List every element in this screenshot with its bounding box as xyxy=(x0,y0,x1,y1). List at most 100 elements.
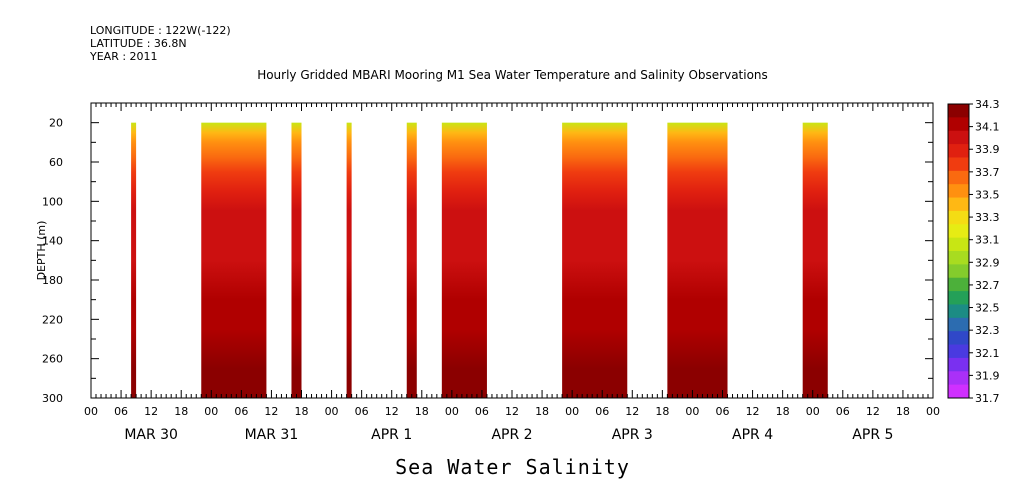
longitude-label: LONGITUDE : 122W(-122) xyxy=(90,24,231,37)
colorbar-swatch xyxy=(948,304,969,319)
y-tick-label: 20 xyxy=(49,117,63,130)
data-block xyxy=(562,122,628,399)
x-tick-label: 00 xyxy=(445,405,459,418)
colorbar-swatch xyxy=(948,277,969,292)
y-tick-label: 260 xyxy=(42,353,63,366)
x-day-label: APR 1 xyxy=(371,427,412,443)
x-tick-label: 06 xyxy=(595,405,609,418)
data-block xyxy=(406,122,417,399)
colorbar-swatch xyxy=(948,170,969,185)
x-tick-label: 12 xyxy=(625,405,639,418)
colorbar-swatch xyxy=(948,144,969,158)
x-tick-label: 18 xyxy=(415,405,429,418)
colorbar-label: 32.7 xyxy=(975,279,1000,292)
colorbar-label: 34.3 xyxy=(975,98,1000,111)
colorbar-swatch xyxy=(948,224,969,239)
x-day-label: MAR 30 xyxy=(124,427,178,443)
chart-title-text: Hourly Gridded MBARI Mooring M1 Sea Wate… xyxy=(257,68,768,82)
data-block xyxy=(291,122,302,399)
x-tick-label: 06 xyxy=(836,405,850,418)
x-tick-label: 12 xyxy=(264,405,278,418)
colorbar-frame xyxy=(947,103,970,399)
colorbar-swatch xyxy=(948,104,969,118)
x-axis-label-text: Sea Water Salinity xyxy=(395,455,630,479)
x-tick-label: 06 xyxy=(475,405,489,418)
x-tick-label: 00 xyxy=(565,405,579,418)
y-axis-label: DEPTH (m) xyxy=(35,221,48,281)
y-tick-label: 100 xyxy=(42,195,63,208)
colorbar-label: 33.9 xyxy=(975,143,1000,156)
x-day-label: MAR 31 xyxy=(245,427,299,443)
x-tick-label: 18 xyxy=(655,405,669,418)
data-block xyxy=(201,122,267,399)
x-tick-label: 18 xyxy=(896,405,910,418)
colorbar-label: 33.1 xyxy=(975,234,1000,247)
x-day-label: APR 5 xyxy=(852,427,893,443)
metadata-block: LONGITUDE : 122W(-122) LATITUDE : 36.8N … xyxy=(90,24,231,63)
colorbar-label: 32.9 xyxy=(975,256,1000,269)
colorbar-swatch xyxy=(948,344,969,359)
colorbar-label: 33.5 xyxy=(975,188,1000,201)
x-tick-label: 00 xyxy=(325,405,339,418)
x-axis: 00 06 12 18 00 06 12 18 00 06 12 18 00 06 12 18 00 06 12 18… xyxy=(84,103,940,443)
x-tick-label: 12 xyxy=(385,405,399,418)
data-block xyxy=(131,122,137,399)
x-tick-label: 18 xyxy=(295,405,309,418)
colorbar-label: 32.1 xyxy=(975,347,1000,360)
x-tick-label: 00 xyxy=(204,405,218,418)
colorbar-swatch xyxy=(948,371,969,386)
x-axis-label: Sea Water Salinity xyxy=(0,455,1009,479)
colorbar-label: 32.3 xyxy=(975,324,1000,337)
x-tick-label: 12 xyxy=(144,405,158,418)
x-tick-label: 00 xyxy=(806,405,820,418)
colorbar-swatch xyxy=(948,130,969,145)
x-tick-label: 12 xyxy=(505,405,519,418)
data-block xyxy=(802,122,828,399)
x-tick-label: 06 xyxy=(716,405,730,418)
colorbar-label: 33.7 xyxy=(975,166,1000,179)
x-tick-label: 00 xyxy=(926,405,940,418)
data-block xyxy=(441,122,487,399)
colorbar-swatch xyxy=(948,264,969,279)
data-blocks xyxy=(131,122,828,399)
data-block xyxy=(346,122,352,399)
colorbar-swatch xyxy=(948,237,969,252)
colorbar-swatch xyxy=(948,357,969,372)
x-day-label: APR 4 xyxy=(732,427,773,443)
colorbar-label: 31.9 xyxy=(975,369,1000,382)
colorbar-swatch xyxy=(948,384,969,399)
colorbar-swatch xyxy=(948,291,969,305)
x-day-label: APR 2 xyxy=(491,427,532,443)
colorbar-label: 31.7 xyxy=(975,392,1000,405)
y-tick-label: 220 xyxy=(42,313,63,326)
x-tick-label: 12 xyxy=(746,405,760,418)
y-tick-label: 300 xyxy=(42,392,63,405)
colorbar-label: 32.5 xyxy=(975,302,1000,315)
latitude-label: LATITUDE : 36.8N xyxy=(90,37,187,50)
x-tick-label: 06 xyxy=(355,405,369,418)
y-tick-label: 140 xyxy=(42,235,63,248)
x-day-label: APR 3 xyxy=(612,427,653,443)
colorbar-swatch xyxy=(948,331,969,346)
data-block xyxy=(667,122,728,399)
x-tick-label: 00 xyxy=(84,405,98,418)
x-tick-label: 06 xyxy=(234,405,248,418)
colorbar-swatch xyxy=(948,184,969,199)
x-tick-label: 06 xyxy=(114,405,128,418)
y-axis: 20 60 100 140 180 220 260 300 DEPTH (m) xyxy=(35,102,933,405)
colorbar-label: 33.3 xyxy=(975,211,1000,224)
x-tick-label: 00 xyxy=(685,405,699,418)
colorbar-swatch xyxy=(948,251,969,265)
colorbar: 34.3 34.1 33.9 33.7 33.5 33.3 33.1 32.9 32.7 32.5… xyxy=(947,98,1000,405)
colorbar-swatch xyxy=(948,157,969,172)
colorbar-swatch xyxy=(948,317,969,332)
x-tick-label: 18 xyxy=(174,405,188,418)
x-tick-label: 12 xyxy=(866,405,880,418)
y-tick-label: 60 xyxy=(49,156,63,169)
colorbar-label: 34.1 xyxy=(975,121,1000,134)
x-tick-label: 18 xyxy=(776,405,790,418)
year-label: YEAR : 2011 xyxy=(90,50,158,63)
chart-title: Hourly Gridded MBARI Mooring M1 Sea Wate… xyxy=(0,68,1009,82)
colorbar-swatch xyxy=(948,117,969,132)
